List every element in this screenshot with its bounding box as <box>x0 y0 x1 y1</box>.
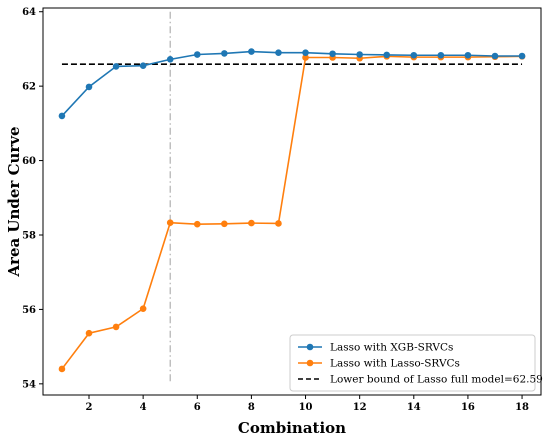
x-tick-label: 6 <box>194 402 201 413</box>
data-point-lasso <box>112 323 120 331</box>
x-tick-label: 2 <box>86 402 93 413</box>
x-tick-label: 12 <box>353 402 367 413</box>
data-point-lasso <box>166 219 174 227</box>
plot-frame <box>42 7 542 396</box>
data-point-xgb <box>491 52 499 60</box>
x-axis-title: Combination <box>238 419 346 437</box>
data-point-xgb <box>437 51 445 59</box>
legend-item-xgb-label: Lasso with XGB-SRVCs <box>330 342 453 354</box>
legend: Lasso with XGB-SRVCs Lasso with Lasso-SRV… <box>289 334 543 392</box>
x-tick-label: 8 <box>248 402 255 413</box>
data-point-xgb <box>58 112 66 120</box>
y-tick-label: 62 <box>22 82 36 93</box>
legend-item-lasso-label: Lasso with Lasso-SRVCs <box>330 358 460 370</box>
data-point-lasso <box>139 305 147 312</box>
data-point-lasso <box>58 365 66 373</box>
x-tick-label: 14 <box>407 402 421 413</box>
data-point-xgb <box>329 50 336 58</box>
data-point-xgb <box>248 48 255 55</box>
x-tick-label: 10 <box>299 402 313 413</box>
legend-box <box>289 334 536 392</box>
y-tick-label: 64 <box>22 7 36 18</box>
data-point-lasso <box>85 329 93 337</box>
data-point-lasso <box>248 219 255 227</box>
data-point-xgb <box>410 51 418 59</box>
data-point-xgb <box>139 62 147 69</box>
x-tick-label: 4 <box>140 402 147 413</box>
y-tick-label: 60 <box>22 156 36 167</box>
y-tick-label: 58 <box>22 230 36 241</box>
series-line-xgb <box>61 50 523 117</box>
y-axis-title: Area Under Curve <box>5 126 23 277</box>
x-tick-label: 16 <box>461 402 475 413</box>
series-line-lasso <box>61 55 523 370</box>
plot-area <box>58 11 526 384</box>
data-point-xgb <box>275 49 282 56</box>
data-point-xgb <box>356 51 363 58</box>
legend-item-lower-bound-label: Lower bound of Lasso full model=62.59 <box>330 374 543 386</box>
data-point-lasso <box>193 220 201 228</box>
data-point-xgb <box>383 51 391 59</box>
data-point-xgb <box>85 83 93 91</box>
data-point-lasso <box>302 54 309 61</box>
y-tick-label: 54 <box>22 379 36 390</box>
legend-swatch-marker <box>306 343 314 351</box>
legend-swatch-marker <box>306 359 314 367</box>
data-point-xgb <box>193 51 201 58</box>
data-point-xgb <box>518 52 526 60</box>
data-point-lasso <box>221 220 228 228</box>
data-point-xgb <box>221 50 228 57</box>
data-point-xgb <box>166 56 174 63</box>
data-point-xgb <box>464 51 472 59</box>
data-point-lasso <box>275 220 282 227</box>
x-tick-label: 18 <box>515 402 529 413</box>
data-point-xgb <box>302 49 309 56</box>
y-tick-label: 56 <box>22 305 36 316</box>
axes: 2 4 6 8 10 12 14 16 18 54 56 58 60 62 64 Combination Are… <box>5 7 542 437</box>
data-point-xgb <box>112 63 120 70</box>
